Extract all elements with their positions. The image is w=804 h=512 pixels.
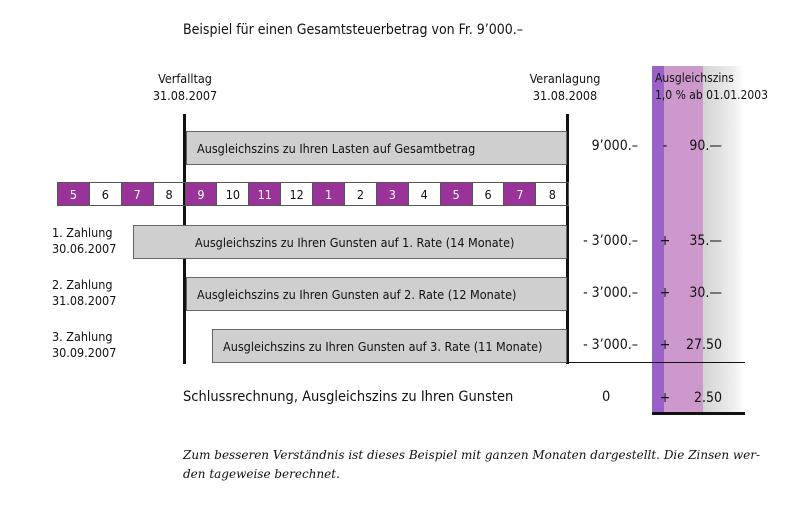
- interest-rate-1: 35.—: [689, 233, 722, 249]
- veranlagung-header: Veranlagung 31.08.2008: [520, 70, 610, 104]
- payment-date: 30.06.2007: [52, 241, 117, 256]
- total-line: [652, 412, 745, 415]
- zins-label: Ausgleichszins: [655, 71, 734, 85]
- month-cell: 10: [217, 183, 250, 205]
- payment-3: 3. Zahlung 30.09.2007: [52, 329, 116, 361]
- month-cell: 2: [345, 183, 377, 205]
- footnote: Zum besseren Verständnis ist dieses Beis…: [183, 448, 761, 481]
- payment-2: 2. Zahlung 31.08.2007: [52, 277, 116, 309]
- month-cell: 5: [58, 183, 90, 205]
- interest-gesamt: 90.—: [689, 138, 722, 154]
- payment-date: 31.08.2007: [52, 293, 117, 308]
- month-cell: 3: [376, 183, 409, 205]
- sign-gesamt: -: [662, 138, 668, 154]
- verfalltag-label: Verfalltag: [158, 71, 212, 86]
- month-cell: 9: [185, 183, 218, 205]
- amount-rate-3: - 3’000.–: [583, 337, 638, 353]
- month-cell: 6: [90, 183, 122, 205]
- payment-1: 1. Zahlung 30.06.2007: [52, 225, 116, 257]
- sign-rate-1: +: [659, 233, 671, 249]
- bar-rate-2: Ausgleichszins zu Ihren Gunsten auf 2. R…: [186, 277, 567, 311]
- payment-label: 2. Zahlung: [52, 277, 113, 292]
- interest-column-band: [652, 66, 745, 414]
- amount-rate-2: - 3’000.–: [583, 285, 638, 301]
- verfalltag-header: Verfalltag 31.08.2007: [140, 70, 230, 104]
- summary-interest: 2.50: [693, 390, 722, 406]
- bar-rate-3: Ausgleichszins zu Ihren Gunsten auf 3. R…: [212, 329, 567, 363]
- subtotal-line: [566, 362, 745, 363]
- summary-sign: +: [659, 390, 671, 406]
- bar-gesamtbetrag: Ausgleichszins zu Ihren Lasten auf Gesam…: [186, 131, 567, 165]
- month-cell: 6: [473, 183, 505, 205]
- payment-label: 1. Zahlung: [52, 225, 113, 240]
- month-cell: 11: [249, 183, 282, 205]
- amount-rate-1: - 3’000.–: [583, 233, 638, 249]
- summary-amount: 0: [602, 389, 611, 405]
- month-timeline: 5 6 7 8 9 10 11 12 1 2 3 4 5 6 7 8: [57, 182, 570, 206]
- month-cell: 12: [281, 183, 314, 205]
- summary-label: Schlussrechnung, Ausgleichszins zu Ihren…: [183, 389, 514, 405]
- month-cell: 1: [313, 183, 346, 205]
- payment-date: 30.09.2007: [52, 345, 117, 360]
- month-cell: 4: [409, 183, 441, 205]
- month-cell: 8: [154, 183, 186, 205]
- payment-label: 3. Zahlung: [52, 329, 113, 344]
- interest-rate-2: 30.—: [689, 285, 722, 301]
- month-cell: 8: [548, 186, 556, 202]
- zins-header: Ausgleichszins 1,0 % ab 01.01.2003: [655, 70, 768, 104]
- sign-rate-3: +: [659, 337, 671, 353]
- veranlagung-label: Veranlagung: [529, 71, 601, 86]
- verfalltag-date: 31.08.2007: [152, 88, 218, 103]
- veranlagung-line: [566, 114, 569, 364]
- zins-rate: 1,0 % ab 01.01.2003: [655, 88, 768, 102]
- month-cell: 7: [504, 183, 537, 205]
- interest-rate-3: 27.50: [685, 337, 722, 353]
- month-cell: 5: [440, 183, 473, 205]
- diagram-title: Beispiel für einen Gesamtsteuerbetrag vo…: [183, 22, 524, 38]
- month-cell: 7: [121, 183, 154, 205]
- bar-rate-1: Ausgleichszins zu Ihren Gunsten auf 1. R…: [133, 225, 567, 259]
- veranlagung-date: 31.08.2008: [532, 88, 598, 103]
- amount-gesamt: 9’000.–: [591, 138, 638, 154]
- sign-rate-2: +: [659, 285, 671, 301]
